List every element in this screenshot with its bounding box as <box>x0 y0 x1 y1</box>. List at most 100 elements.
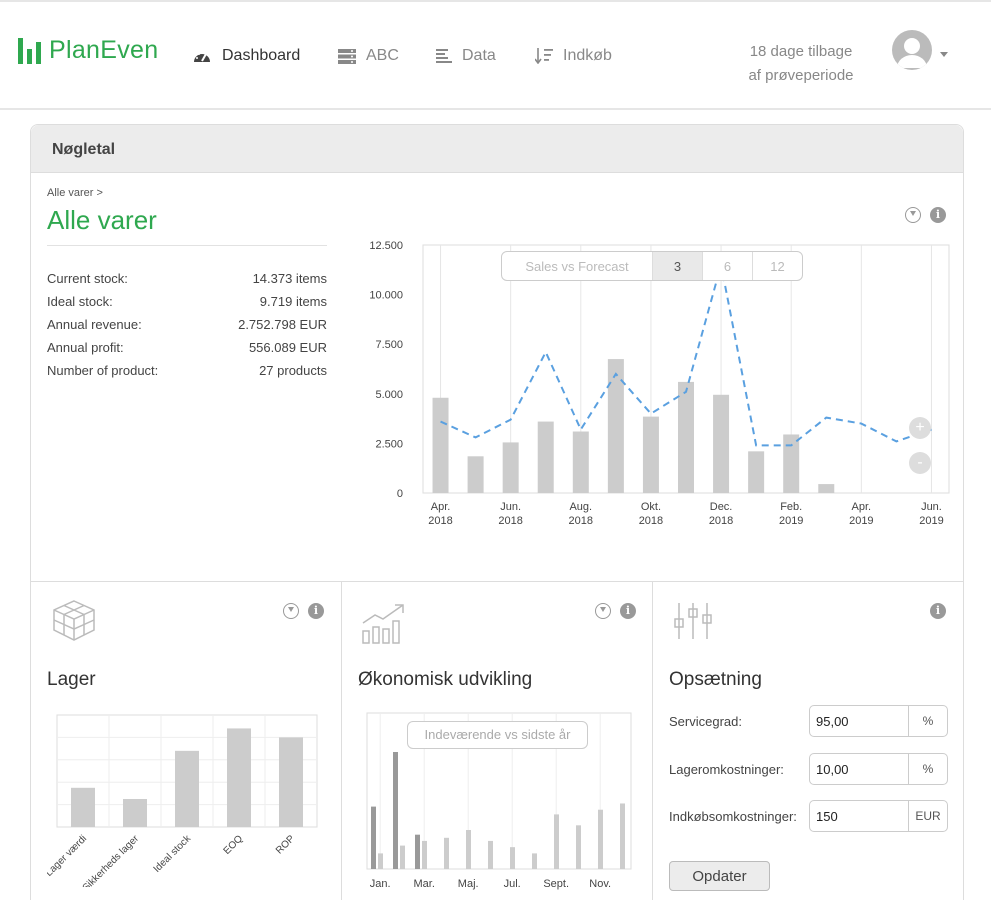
x-tick-label: Apr. <box>852 501 872 513</box>
brand-logo[interactable]: PlanEven <box>18 36 158 65</box>
page-title: Alle varer <box>47 205 157 235</box>
purchase-cost-label: Indkøbsomkostninger: <box>669 809 797 824</box>
purchase-cost-input[interactable] <box>809 800 909 832</box>
economy-bar <box>488 840 493 869</box>
stat-value: 556.089 EUR <box>248 340 327 355</box>
lager-bar <box>71 787 95 827</box>
economy-bar <box>576 825 581 869</box>
category-label: Sikkerheds lager <box>81 833 142 887</box>
economy-bar <box>532 853 537 869</box>
service-level-input[interactable] <box>809 705 909 737</box>
service-level-unit: % <box>908 705 948 737</box>
download-icon[interactable] <box>905 207 921 223</box>
download-icon[interactable] <box>283 603 299 619</box>
x-tick-label: Aug. <box>569 501 592 513</box>
server-icon <box>338 48 356 64</box>
y-tick-label: 12.500 <box>369 240 403 252</box>
range-option-6[interactable]: 6 <box>702 252 752 280</box>
category-label: EOQ <box>222 833 246 857</box>
cubes-icon <box>53 600 95 641</box>
economy-bar <box>598 809 603 869</box>
download-icon[interactable] <box>595 603 611 619</box>
info-icon[interactable]: i <box>620 603 636 619</box>
stat-label: Annual revenue: <box>47 317 142 332</box>
range-option-12[interactable]: 12 <box>752 252 802 280</box>
logo-bars-icon <box>18 37 41 64</box>
sales-bar <box>748 451 765 493</box>
speedometer-icon <box>194 51 210 62</box>
x-tick-label: 2018 <box>709 515 733 527</box>
x-tick-label: 2018 <box>569 515 593 527</box>
sales-forecast-toggle: Sales vs Forecast 3 6 12 <box>501 251 803 281</box>
stat-row: Number of product: 27 products <box>47 363 327 378</box>
sales-bar <box>502 442 519 493</box>
trial-period: af prøveperiode <box>748 67 854 84</box>
top-header: PlanEven Dashboard ABC Data Indkøb 18 da… <box>0 0 991 110</box>
x-tick-label: Okt. <box>641 501 661 513</box>
nav-abc[interactable]: ABC <box>338 47 399 65</box>
toggle-label: Sales vs Forecast <box>525 258 629 274</box>
purchase-cost-unit: EUR <box>908 800 948 832</box>
range-option-3[interactable]: 3 <box>652 252 702 280</box>
text-lines-icon <box>436 49 452 63</box>
lager-bar <box>279 737 303 827</box>
nav-indkob[interactable]: Indkøb <box>535 47 612 65</box>
trial-days: 18 dage tilbage <box>749 43 853 60</box>
avatar[interactable] <box>892 30 932 70</box>
x-tick-label: Apr. <box>431 501 451 513</box>
zoom-out-button[interactable]: - <box>909 452 931 474</box>
sales-bar <box>432 397 449 493</box>
info-icon[interactable]: i <box>930 603 946 619</box>
lager-bar <box>123 799 147 827</box>
growth-chart-icon <box>362 604 404 644</box>
y-tick-label: 2.500 <box>375 438 403 450</box>
card-separator <box>341 581 342 900</box>
cards-divider <box>31 581 963 582</box>
info-icon[interactable]: i <box>930 207 946 223</box>
update-button[interactable]: Opdater <box>669 861 770 891</box>
holding-cost-input[interactable] <box>809 753 909 785</box>
x-tick-label: Dec. <box>710 501 733 513</box>
stat-value: 27 products <box>259 363 327 378</box>
sort-icon <box>535 48 553 64</box>
info-icon[interactable]: i <box>308 603 324 619</box>
sales-bar <box>642 416 659 493</box>
okonomi-title: Økonomisk udvikling <box>358 669 533 690</box>
user-icon <box>897 38 927 68</box>
x-tick-label: Mar. <box>413 878 434 890</box>
sliders-icon <box>674 603 712 639</box>
category-label: ROP <box>274 833 297 856</box>
sales-bar <box>537 421 554 493</box>
stat-row: Current stock: 14.373 items <box>47 271 327 286</box>
economy-bar <box>444 837 449 869</box>
sales-bar <box>713 394 730 493</box>
economy-bar <box>620 803 625 869</box>
zoom-in-button[interactable]: + <box>909 417 931 439</box>
nav-data-label: Data <box>462 47 496 64</box>
sales-bar <box>572 431 589 493</box>
y-tick-label: 5.000 <box>375 389 403 401</box>
nav-data[interactable]: Data <box>436 47 496 65</box>
x-tick-label: 2019 <box>779 515 803 527</box>
economy-bar <box>466 830 471 869</box>
sales-bar <box>783 434 800 493</box>
sales-forecast-chart: 0 2.500 5.000 7.500 10.000 12.500 Apr. 2018 Jun.… <box>369 240 950 527</box>
stat-value: 2.752.798 EUR <box>238 317 327 332</box>
x-tick-label: Jun. <box>921 501 942 513</box>
x-tick-label: 2018 <box>498 515 522 527</box>
key-figures-panel: Nøgletal Alle varer > Alle varer Current… <box>30 124 964 900</box>
nav-indkob-label: Indkøb <box>563 47 612 64</box>
service-level-label: Servicegrad: <box>669 714 742 729</box>
x-tick-label: Jan. <box>370 878 391 890</box>
chevron-down-icon[interactable] <box>940 52 948 57</box>
comparison-toggle[interactable]: Indeværende vs sidste år <box>407 721 588 749</box>
x-tick-label: Feb. <box>780 501 802 513</box>
breadcrumb[interactable]: Alle varer > <box>47 187 103 199</box>
sales-bar <box>467 456 484 493</box>
nav-dashboard[interactable]: Dashboard <box>192 47 300 65</box>
title-divider <box>47 245 327 246</box>
economy-bar <box>422 840 427 869</box>
lager-bar <box>227 728 251 827</box>
stat-value: 14.373 items <box>252 271 327 286</box>
